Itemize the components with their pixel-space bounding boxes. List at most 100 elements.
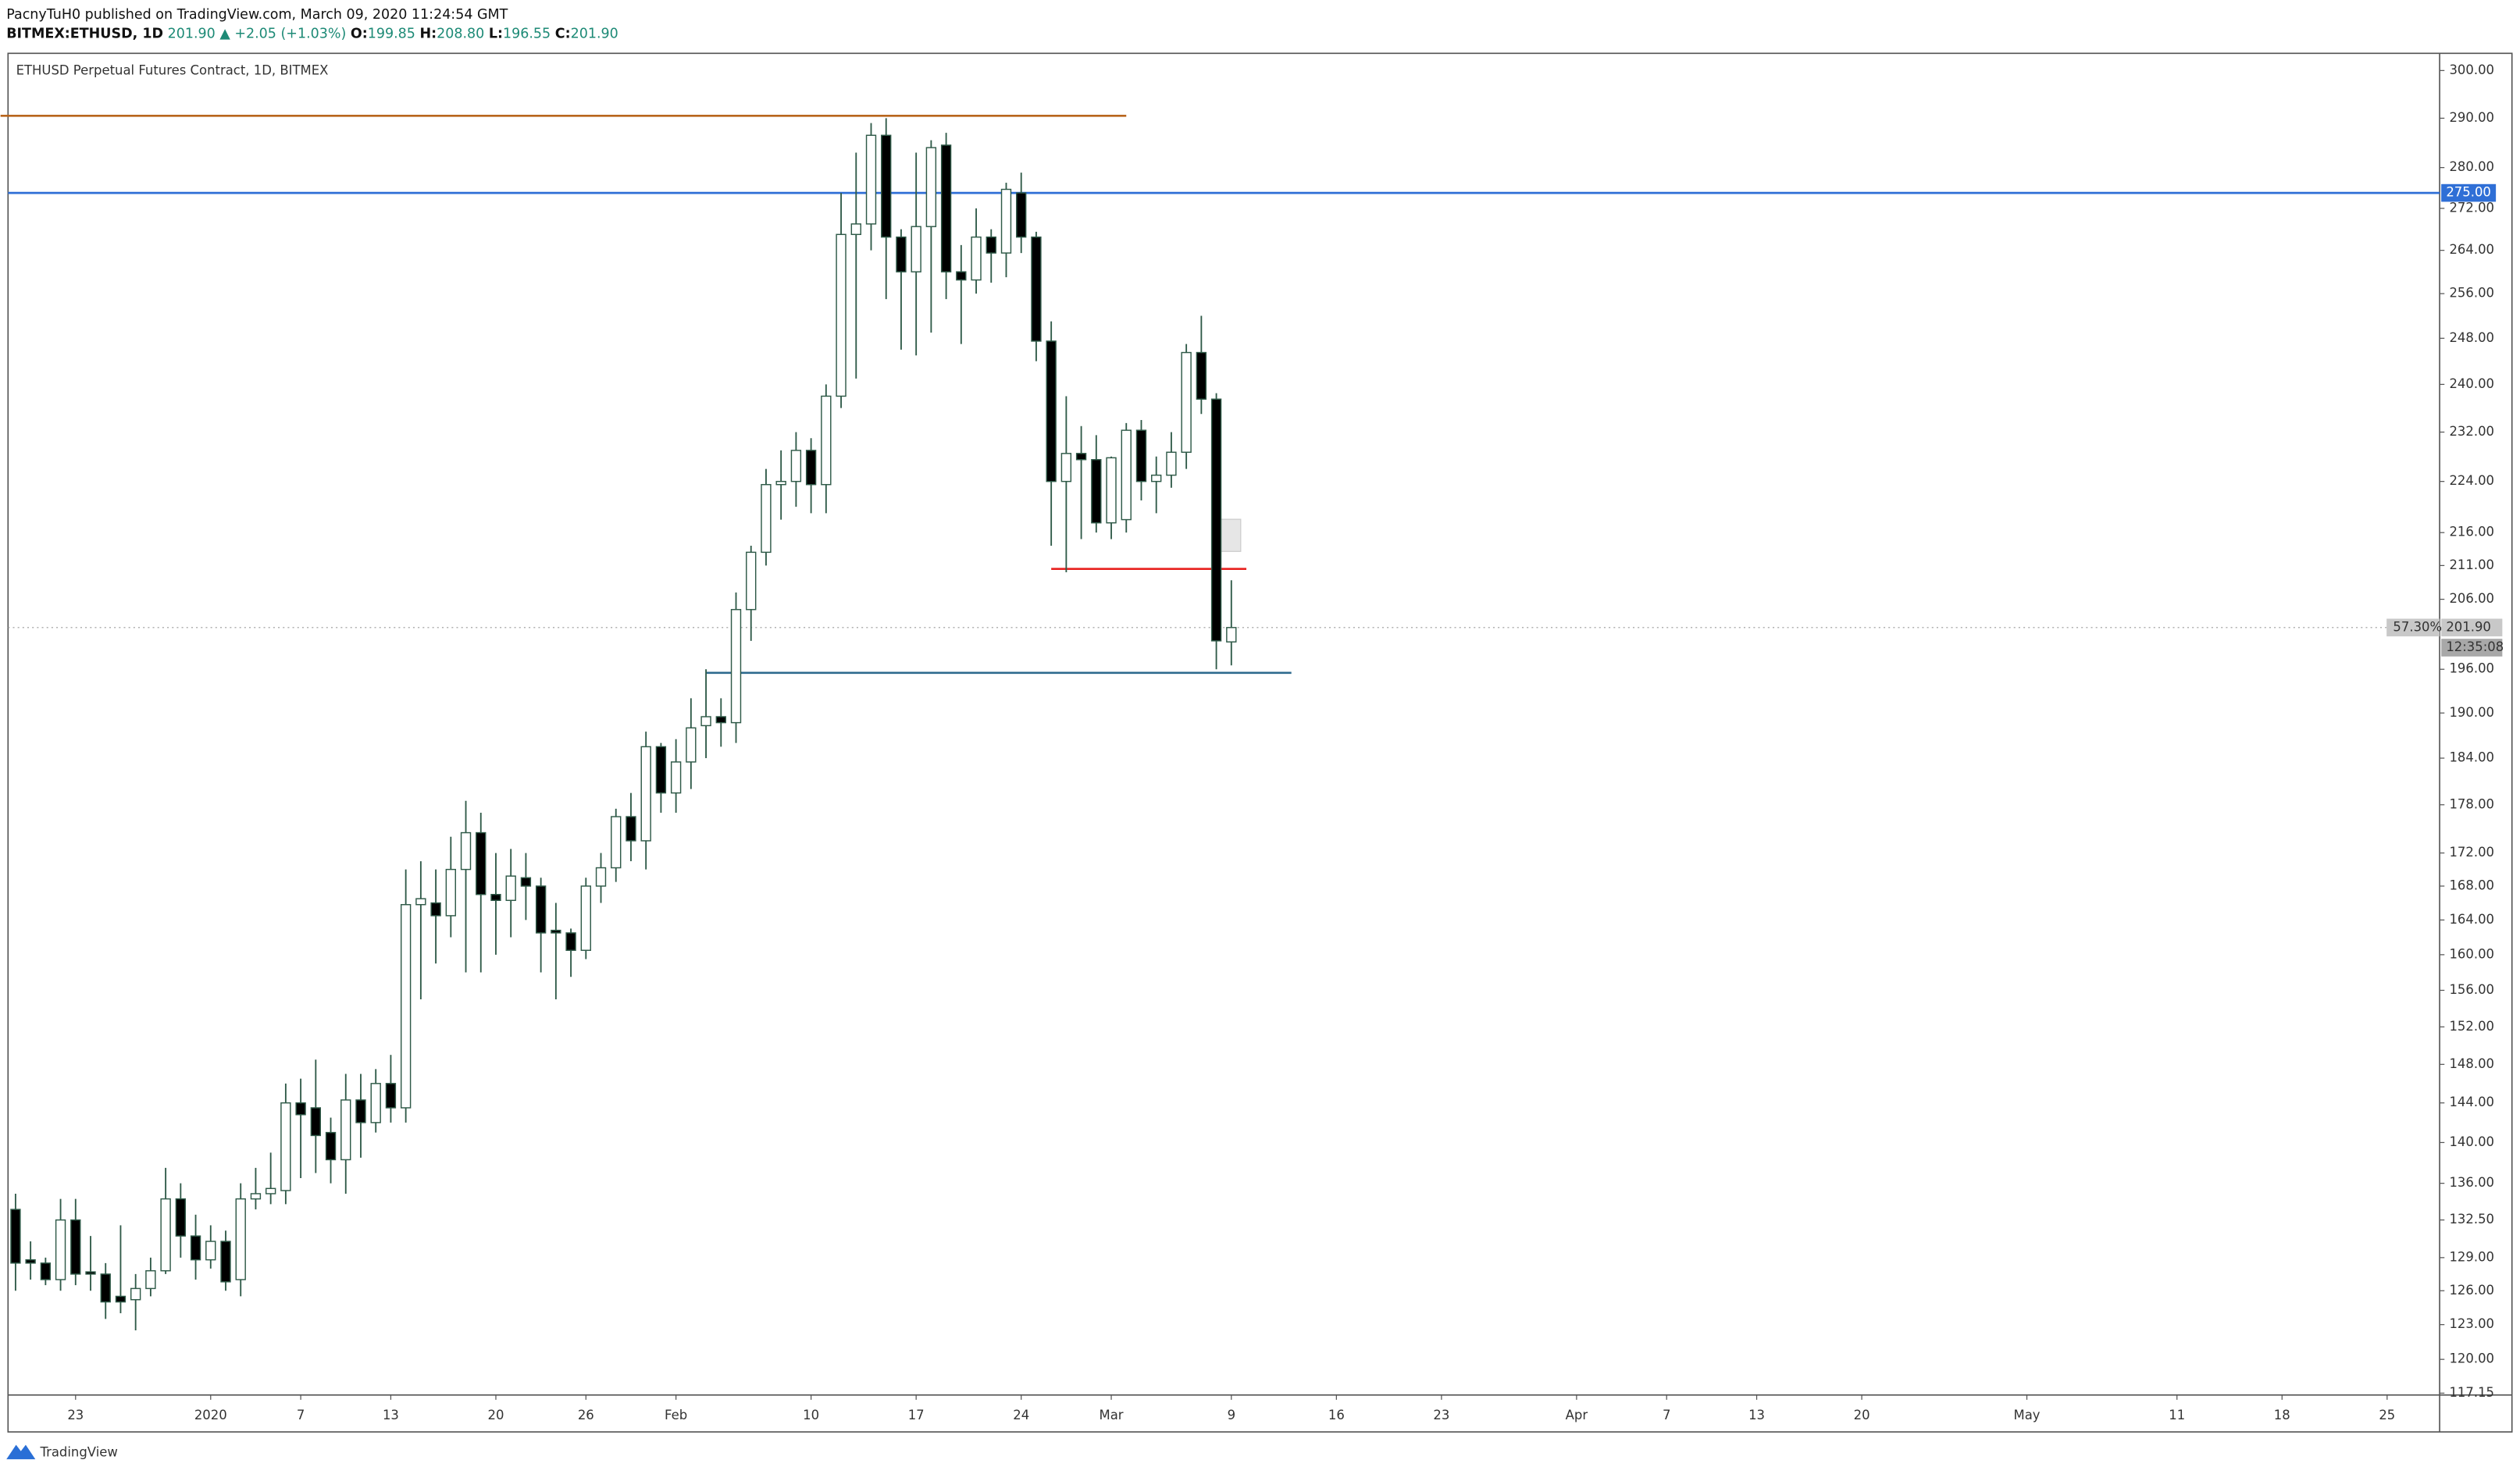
l-label: L: xyxy=(489,27,503,42)
candle-body xyxy=(790,450,802,482)
l-value: 196.55 xyxy=(503,27,551,42)
countdown-tag xyxy=(2441,639,2503,657)
y-tick-label: 178.00 xyxy=(2449,796,2494,811)
y-tick-label: 224.00 xyxy=(2449,473,2494,488)
candle-body xyxy=(1121,429,1132,521)
y-tick-label: 156.00 xyxy=(2449,982,2494,997)
candle-body xyxy=(460,831,472,871)
percent-label: 57.30% xyxy=(2393,619,2442,634)
candle-body xyxy=(145,1269,156,1290)
candle-body xyxy=(220,1241,231,1283)
candle-body xyxy=(70,1219,81,1275)
y-tick-label: 168.00 xyxy=(2449,878,2494,892)
y-tick-label: 196.00 xyxy=(2449,661,2494,676)
y-tick-label: 280.00 xyxy=(2449,159,2494,174)
candle-body xyxy=(896,236,907,272)
candle-body xyxy=(115,1295,127,1303)
candle-body xyxy=(1196,351,1207,400)
price-tag-label: 275.00 xyxy=(2446,185,2491,200)
y-tick-label: 211.00 xyxy=(2449,557,2494,572)
candle-body xyxy=(565,932,576,951)
x-tick-label: 11 xyxy=(2169,1408,2185,1422)
candle-body xyxy=(626,816,636,842)
y-tick-label: 248.00 xyxy=(2449,330,2494,345)
x-tick-label: 2020 xyxy=(194,1408,227,1422)
candle-body xyxy=(595,867,607,887)
candle-body xyxy=(355,1099,366,1123)
candle-body xyxy=(190,1235,201,1261)
candle-body xyxy=(340,1099,351,1161)
h-label: H: xyxy=(419,27,437,42)
x-tick-label: Feb xyxy=(665,1408,687,1422)
y-tick-label: 190.00 xyxy=(2449,705,2494,720)
candle-body xyxy=(640,746,651,842)
candle-body xyxy=(1016,192,1027,238)
x-tick-label: 23 xyxy=(67,1408,84,1422)
candle-body xyxy=(280,1102,291,1191)
candle-body xyxy=(686,727,697,763)
o-label: O: xyxy=(351,27,368,42)
h-value: 208.80 xyxy=(437,27,484,42)
candle-body xyxy=(746,551,757,611)
y-tick-label: 160.00 xyxy=(2449,946,2494,961)
brand: TradingView xyxy=(39,1444,117,1459)
x-tick-label: 26 xyxy=(578,1408,594,1422)
candle-body xyxy=(476,831,487,895)
x-tick-label: 13 xyxy=(383,1408,399,1422)
chart-frame xyxy=(7,52,2513,1433)
x-tick-label: 13 xyxy=(1748,1408,1765,1422)
candle-body xyxy=(836,233,847,397)
candle-body xyxy=(505,875,516,902)
candle-body xyxy=(1135,429,1147,482)
candle-body xyxy=(385,1083,397,1109)
candle-body xyxy=(1046,340,1057,482)
o-value: 199.85 xyxy=(368,27,415,42)
candle-body xyxy=(100,1273,111,1303)
candle-body xyxy=(611,816,622,869)
candle-body xyxy=(1226,627,1237,643)
y-tick-label: 272.00 xyxy=(2449,200,2494,215)
candle-body xyxy=(821,395,832,486)
candle-body xyxy=(775,480,786,486)
candle-body xyxy=(1031,236,1042,342)
countdown-label: 12:35:08 xyxy=(2446,639,2504,654)
candle-body xyxy=(25,1259,36,1264)
x-tick-label: 9 xyxy=(1228,1408,1235,1422)
candle-body xyxy=(1166,451,1177,476)
last-price-tag xyxy=(2441,618,2503,637)
y-tick-label: 152.00 xyxy=(2449,1019,2494,1034)
x-tick-label: Mar xyxy=(1100,1408,1124,1422)
y-tick-label: 148.00 xyxy=(2449,1056,2494,1071)
y-tick-label: 264.00 xyxy=(2449,242,2494,257)
candle-body xyxy=(1075,453,1087,461)
candle-body xyxy=(10,1209,21,1264)
x-tick-label: 23 xyxy=(1433,1408,1449,1422)
candle-body xyxy=(310,1107,322,1137)
candle-body xyxy=(986,236,996,254)
candle-body xyxy=(490,893,501,902)
candle-body xyxy=(850,223,861,236)
x-tick-label: 18 xyxy=(2274,1408,2290,1422)
candle-body xyxy=(940,144,952,272)
chart-title: ETHUSD Perpetual Futures Contract, 1D, B… xyxy=(16,62,329,77)
change: ▲ +2.05 (+1.03%) xyxy=(219,27,346,42)
y-tick-label: 216.00 xyxy=(2449,525,2494,539)
candle-body xyxy=(535,885,547,934)
candle-body xyxy=(295,1102,306,1116)
candle-body xyxy=(160,1198,171,1272)
published-line: PacnyTuH0 published on TradingView.com, … xyxy=(6,7,508,23)
candle-body xyxy=(761,483,772,554)
candle-body xyxy=(415,898,426,906)
candle-body xyxy=(520,877,532,887)
last-price-label: 201.90 xyxy=(2446,619,2491,634)
y-tick-label: 300.00 xyxy=(2449,62,2494,77)
candle-body xyxy=(911,226,921,272)
candle-body xyxy=(956,271,967,281)
candle-body xyxy=(40,1262,52,1280)
y-tick-label: 132.50 xyxy=(2449,1212,2494,1227)
x-tick-label: May xyxy=(2014,1408,2041,1422)
candle-body xyxy=(971,236,982,281)
candle-body xyxy=(1000,188,1012,254)
